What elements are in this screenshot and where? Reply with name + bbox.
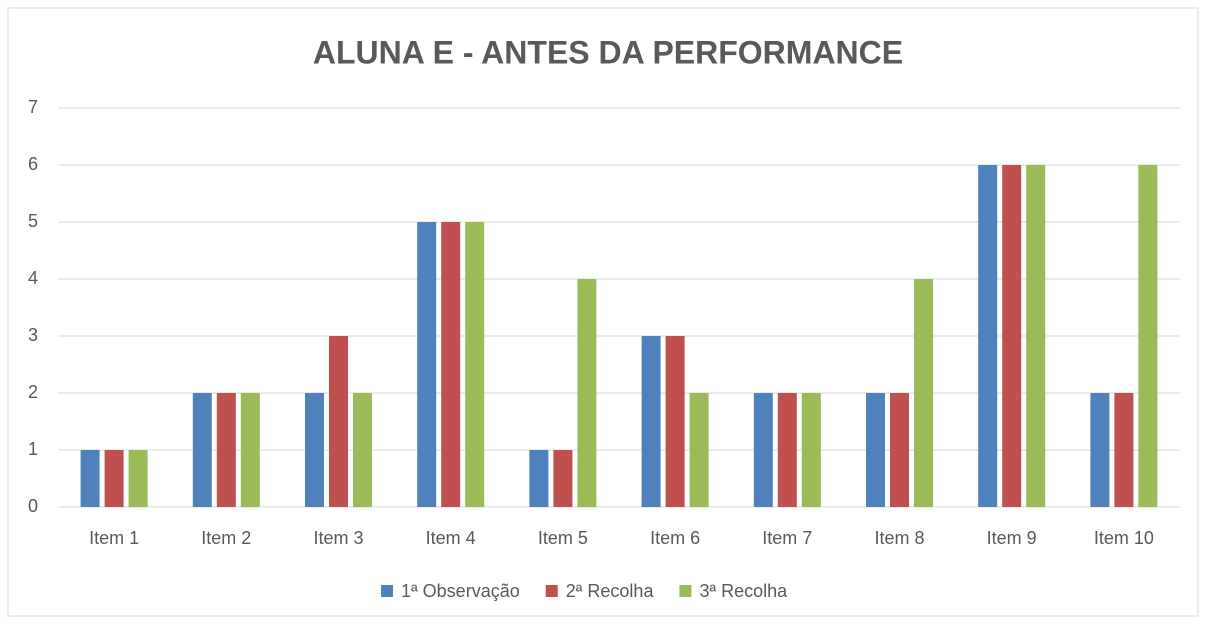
bar xyxy=(665,336,685,507)
x-tick-label: Item 4 xyxy=(426,528,476,548)
x-tick-label: Item 5 xyxy=(538,528,588,548)
legend-label: 2ª Recolha xyxy=(566,581,655,601)
bar xyxy=(689,393,709,507)
y-tick-label: 1 xyxy=(28,439,38,459)
bar xyxy=(866,393,885,507)
bar xyxy=(641,336,661,507)
bar xyxy=(914,279,933,507)
x-tick-label: Item 6 xyxy=(650,528,700,548)
bar xyxy=(1138,165,1158,507)
y-tick-label: 6 xyxy=(28,154,38,174)
bar xyxy=(753,393,773,507)
bar xyxy=(240,393,260,507)
bar xyxy=(529,450,549,507)
y-tick-label: 2 xyxy=(28,382,38,402)
bar xyxy=(441,222,461,507)
y-tick-label: 4 xyxy=(28,268,38,288)
bar xyxy=(353,393,372,507)
bar xyxy=(417,222,437,507)
x-tick-label: Item 2 xyxy=(201,528,251,548)
x-tick-label: Item 1 xyxy=(89,528,139,548)
x-tick-label: Item 8 xyxy=(874,528,924,548)
bar xyxy=(465,222,485,507)
bar xyxy=(1114,393,1134,507)
legend-label: 1ª Observação xyxy=(401,581,520,601)
legend-label: 3ª Recolha xyxy=(699,581,788,601)
bar xyxy=(80,450,100,507)
bar xyxy=(1026,165,1046,507)
x-tick-label: Item 9 xyxy=(987,528,1037,548)
bar xyxy=(978,165,998,507)
chart-title: ALUNA E - ANTES DA PERFORMANCE xyxy=(313,34,903,70)
bar xyxy=(1090,393,1110,507)
x-tick-label: Item 3 xyxy=(313,528,363,548)
y-tick-label: 3 xyxy=(28,325,38,345)
y-tick-label: 5 xyxy=(28,211,38,231)
bar xyxy=(216,393,236,507)
legend-swatch xyxy=(381,585,393,597)
bar xyxy=(329,336,348,507)
y-tick-label: 0 xyxy=(28,496,38,516)
legend-swatch xyxy=(679,585,692,597)
y-tick-label: 7 xyxy=(28,97,38,117)
chart-frame xyxy=(7,7,1199,617)
bar xyxy=(577,279,597,507)
bar xyxy=(192,393,212,507)
bar xyxy=(801,393,821,507)
bar xyxy=(104,450,124,507)
legend-swatch xyxy=(545,585,558,597)
bar xyxy=(553,450,573,507)
bar xyxy=(128,450,148,507)
bar xyxy=(777,393,797,507)
bar xyxy=(305,393,324,507)
x-tick-label: Item 10 xyxy=(1094,528,1154,548)
bar xyxy=(1002,165,1022,507)
bar xyxy=(890,393,909,507)
x-tick-label: Item 7 xyxy=(762,528,812,548)
